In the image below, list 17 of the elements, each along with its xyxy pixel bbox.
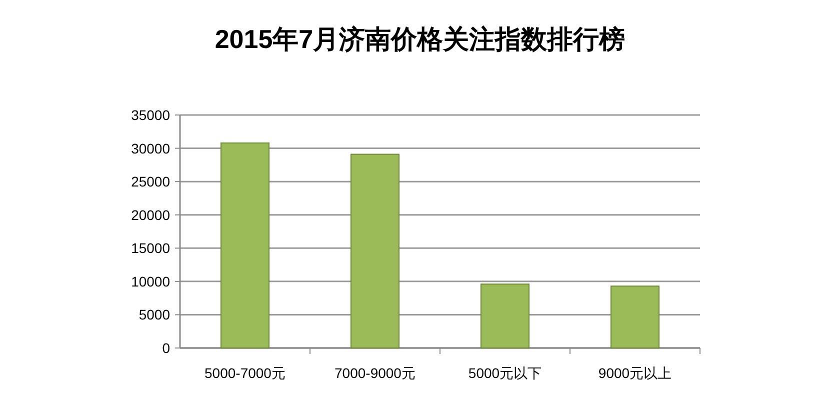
x-tick-label: 9000元以上 — [598, 365, 672, 381]
y-tick-label: 30000 — [131, 140, 170, 156]
y-tick-label: 0 — [162, 340, 170, 356]
y-tick-label: 25000 — [131, 174, 170, 190]
chart-title: 2015年7月济南价格关注指数排行榜 — [214, 24, 626, 54]
bar — [350, 154, 400, 348]
y-tick-label: 20000 — [131, 206, 170, 223]
bar — [480, 284, 530, 348]
y-tick-label: 35000 — [131, 107, 170, 123]
x-tick-label: 5000元以下 — [468, 365, 542, 381]
bar — [220, 142, 270, 348]
x-tick-label: 7000-9000元 — [334, 365, 416, 381]
x-tick-label: 5000-7000元 — [204, 365, 286, 381]
y-tick-label: 5000 — [138, 306, 170, 323]
y-tick-label: 10000 — [131, 273, 170, 290]
bar — [610, 286, 660, 348]
y-tick-label: 15000 — [131, 240, 170, 256]
